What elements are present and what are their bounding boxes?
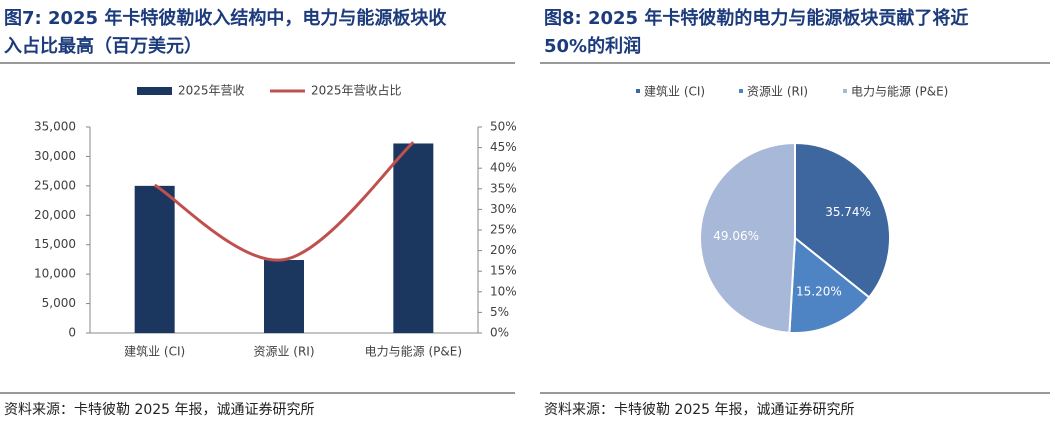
chart-title: 图7: 2025 年卡特彼勒收入结构中，电力与能源板块收 [4, 7, 446, 29]
y2-tick-label: 5% [490, 305, 509, 319]
bar [134, 185, 175, 333]
bar [264, 260, 304, 333]
legend-marker [739, 89, 743, 93]
y2-tick-label: 35% [490, 181, 517, 195]
data-label: 35.74% [825, 205, 871, 219]
legend-marker [843, 89, 847, 93]
legend-label: 2025年营收占比 [311, 83, 402, 98]
y2-tick-label: 20% [490, 243, 517, 257]
y2-tick-label: 15% [490, 264, 517, 278]
x-tick-label: 建筑业 (CI) [124, 344, 185, 359]
legend-marker [137, 87, 172, 95]
legend-marker [636, 89, 640, 93]
legend-label: 建筑业 (CI) [644, 84, 705, 99]
data-label: 49.06% [713, 229, 759, 243]
y2-tick-label: 30% [490, 202, 517, 216]
line [153, 141, 415, 262]
chart-title: 入占比最高（百万美元） [4, 35, 202, 57]
legend-label: 电力与能源 (P&E) [851, 85, 948, 99]
pie-slice [794, 141, 891, 299]
y2-tick-label: 25% [490, 223, 517, 237]
y-tick-label: 15,000 [34, 237, 76, 251]
bar [393, 143, 434, 333]
chart-title: 图8: 2025 年卡特彼勒的电力与能源板块贡献了将近 [544, 7, 968, 29]
y2-tick-label: 10% [490, 284, 517, 298]
x-tick-label: 电力与能源 (P&E) [365, 345, 462, 359]
pie-slice [699, 141, 796, 334]
pie-slice [788, 236, 871, 334]
x-tick-label: 资源业 (RI) [253, 345, 314, 359]
y-tick-label: 35,000 [34, 120, 76, 134]
y-tick-label: 0 [68, 326, 76, 340]
legend-label: 2025年营收 [178, 84, 245, 98]
y2-tick-label: 45% [490, 140, 517, 154]
y2-tick-label: 0% [490, 326, 509, 340]
source: 资料来源：卡特彼勒 2025 年报，诚通证券研究所 [544, 402, 855, 418]
y-tick-label: 30,000 [34, 149, 76, 163]
y-tick-label: 5,000 [42, 296, 76, 310]
legend-label: 资源业 (RI) [747, 85, 808, 99]
source: 资料来源：卡特彼勒 2025 年报，诚通证券研究所 [4, 402, 315, 418]
y-tick-label: 25,000 [34, 178, 76, 192]
y2-tick-label: 50% [490, 120, 517, 134]
y2-tick-label: 40% [490, 161, 517, 175]
y-tick-label: 20,000 [34, 208, 76, 222]
y-tick-label: 10,000 [34, 267, 76, 281]
chart-title: 50%的利润 [544, 35, 641, 57]
data-label: 15.20% [796, 284, 842, 298]
